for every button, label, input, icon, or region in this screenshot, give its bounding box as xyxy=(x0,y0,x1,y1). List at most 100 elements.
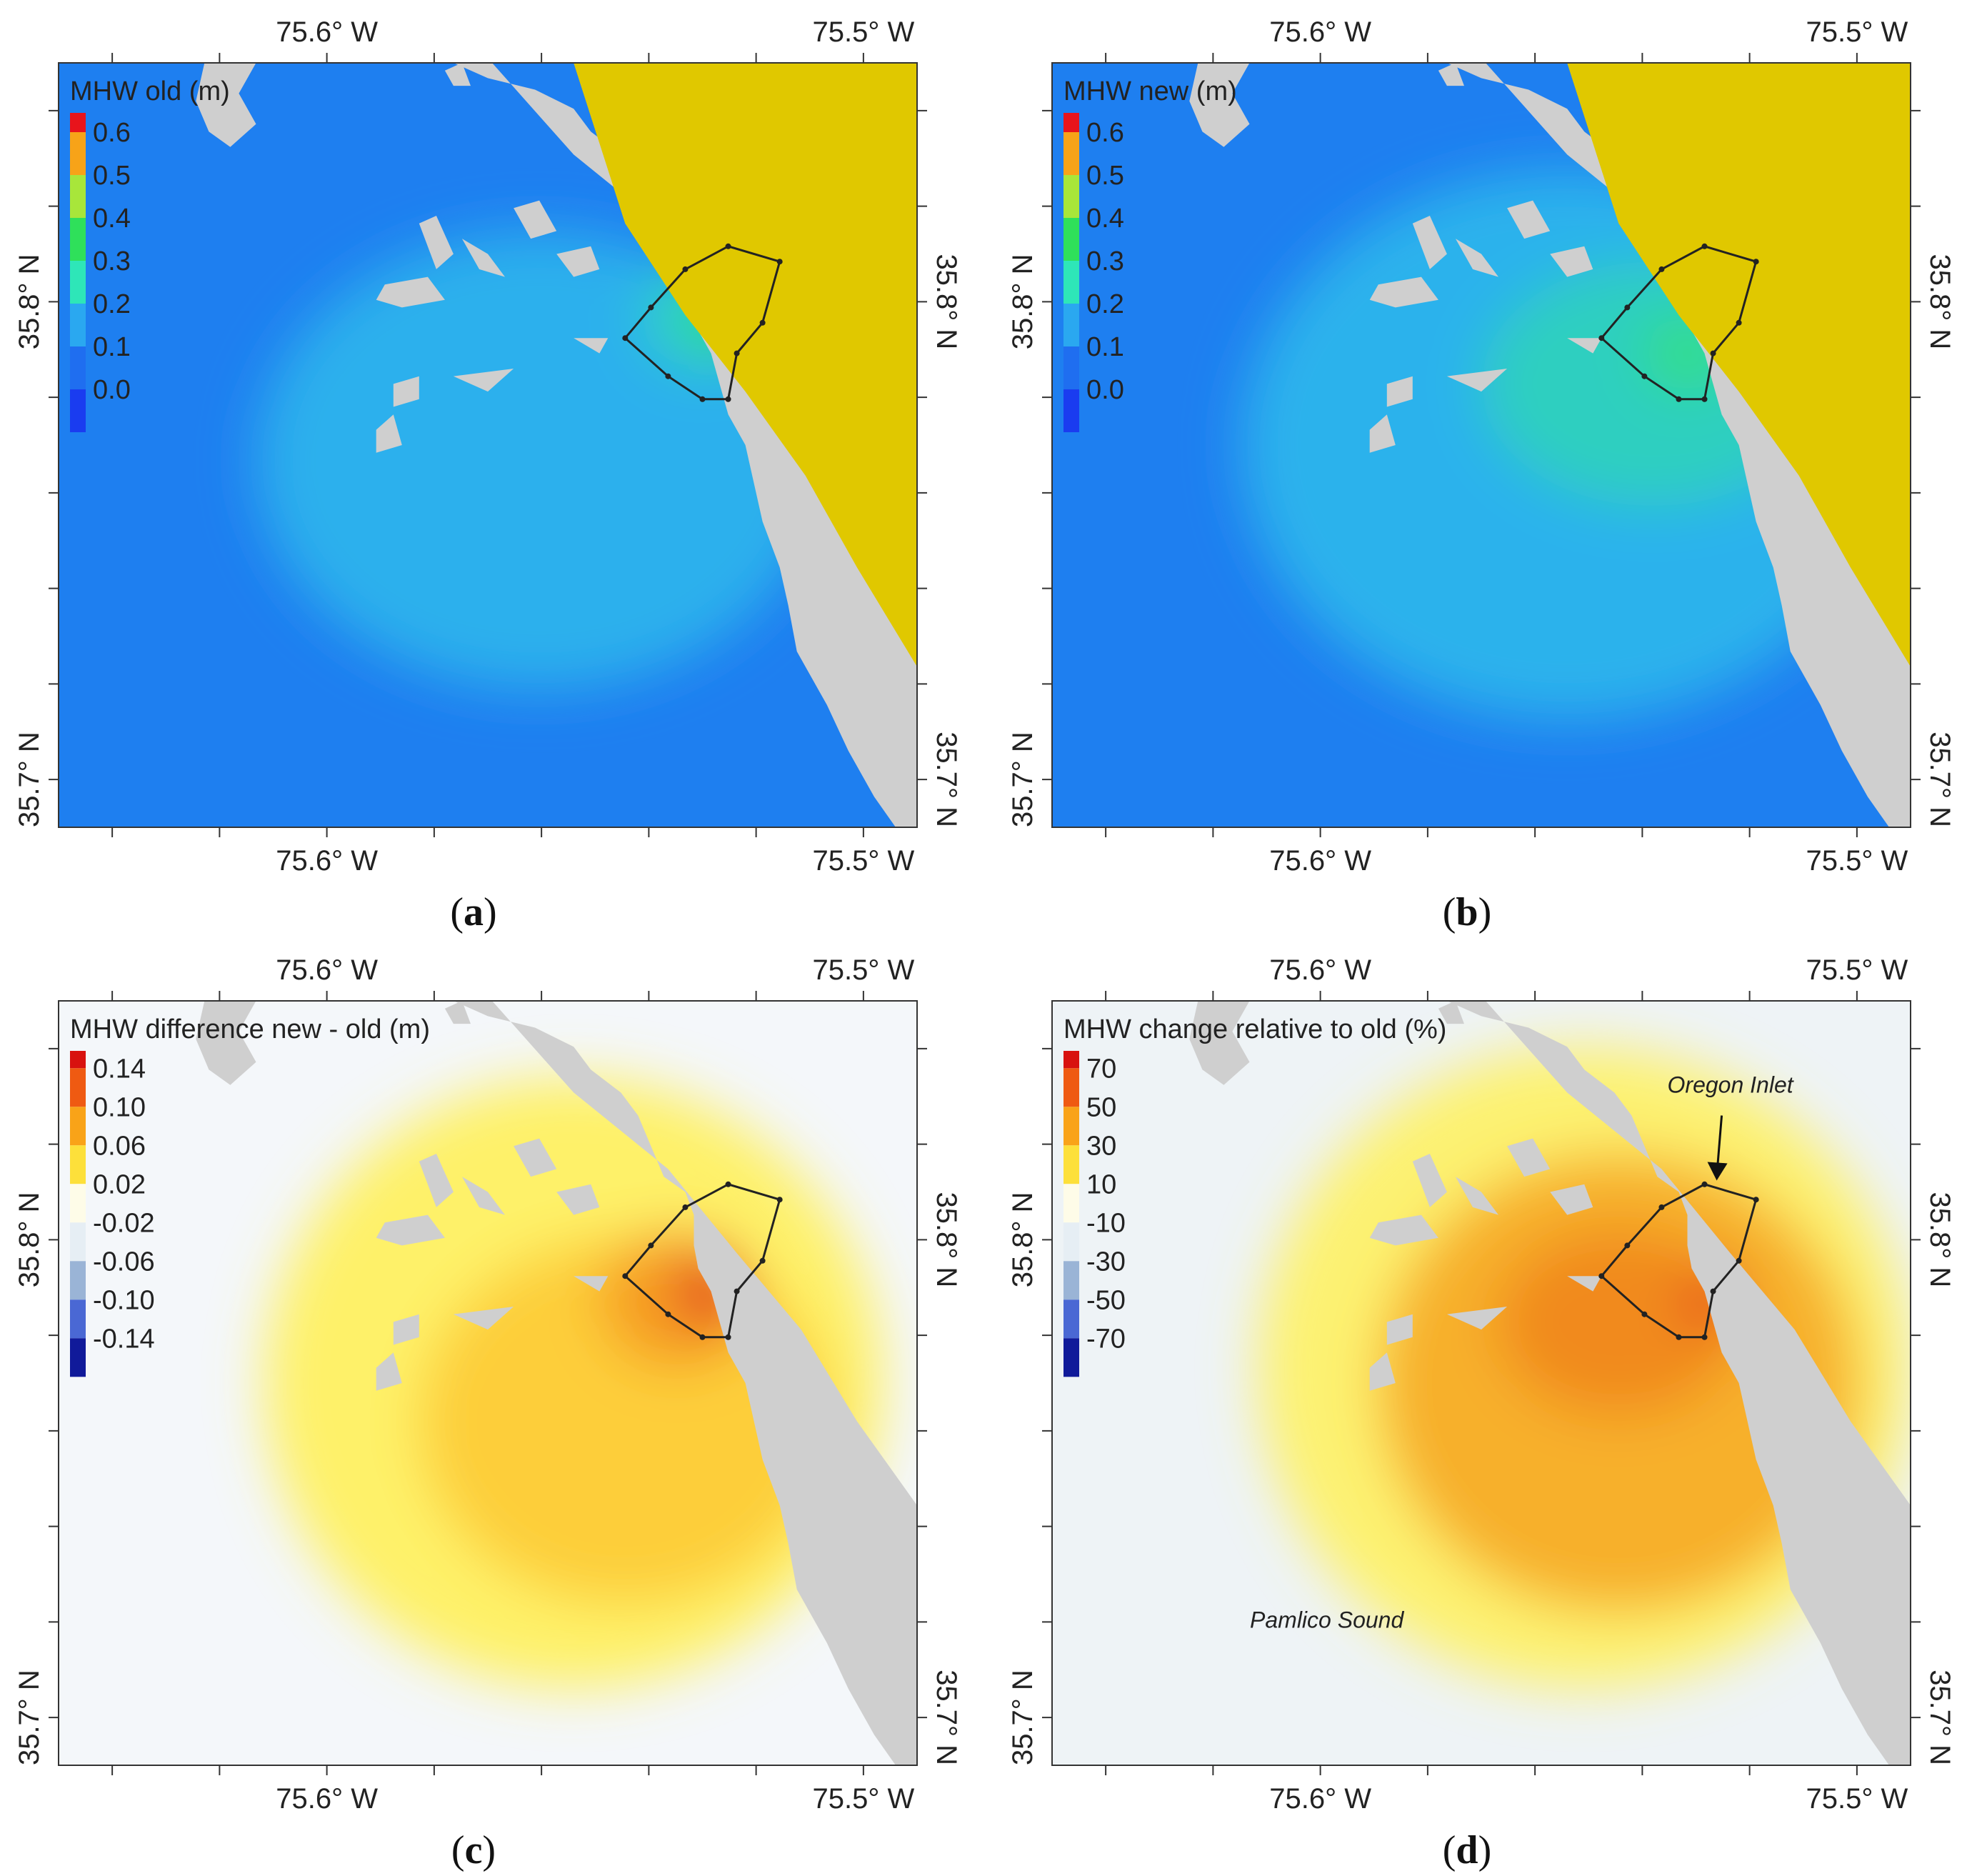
marsh-island xyxy=(393,1314,419,1345)
legend: MHW change relative to old (%) 70 50 30 10 -1… xyxy=(1063,1014,1446,1377)
legend-label: 0.6 xyxy=(93,118,131,148)
legend-swatch xyxy=(70,1107,86,1146)
arrow-head xyxy=(1707,1162,1728,1181)
legend-swatch xyxy=(70,1222,86,1262)
legend-label: 0.5 xyxy=(1086,161,1124,191)
legend-label: -0.14 xyxy=(93,1324,155,1354)
legend-swatch xyxy=(1063,1299,1079,1339)
legend-label: -0.06 xyxy=(93,1247,155,1277)
lat-label: 35.8° N xyxy=(1007,1192,1038,1287)
marsh-island xyxy=(556,1184,600,1215)
polygon-vertex xyxy=(776,259,783,265)
legend-label: 0.2 xyxy=(93,289,131,319)
legend-swatch xyxy=(1063,1338,1079,1377)
lat-label: 35.8° N xyxy=(1924,1192,1956,1287)
lat-label: 35.7° N xyxy=(14,732,45,827)
mainland xyxy=(1189,1001,1250,1085)
barrier-island xyxy=(1446,1001,1911,1765)
polygon-vertex xyxy=(759,1257,766,1264)
annotation-arrow xyxy=(1716,1115,1723,1168)
ocean-region-top xyxy=(574,63,917,667)
marsh-island xyxy=(1369,276,1438,308)
legend-swatch xyxy=(1063,132,1079,175)
legend-label: 0.4 xyxy=(1086,204,1124,234)
legend-title: MHW old (m) xyxy=(70,76,230,106)
marsh-island xyxy=(393,376,419,407)
lon-label: 75.5° W xyxy=(813,845,915,877)
data-field xyxy=(1258,1047,1911,1689)
legend-title: MHW difference new - old (m) xyxy=(70,1014,430,1044)
legend-label: 0.6 xyxy=(1086,118,1124,148)
panel-d: 75.6° W 75.6° W 75.5° W 75.5° W 35.8° N 35.8°… xyxy=(994,938,1987,1876)
legend-swatch xyxy=(1063,1068,1079,1107)
polygon-vertex xyxy=(648,304,654,311)
legend-swatch xyxy=(70,304,86,346)
legend-swatch xyxy=(70,346,86,389)
panel-caption: (c) xyxy=(451,1828,496,1872)
map-frame xyxy=(1051,62,1911,828)
legend-label: 70 xyxy=(1086,1054,1116,1084)
legend-swatch xyxy=(1063,346,1079,389)
legend-swatch xyxy=(1063,1261,1079,1300)
lat-label: 35.7° N xyxy=(1924,732,1956,827)
lon-label: 75.6° W xyxy=(276,1783,378,1815)
polygon-vertex xyxy=(1598,1273,1605,1279)
polygon-vertex xyxy=(1753,259,1759,265)
panel-caption: (d) xyxy=(1442,1828,1492,1872)
polygon-vertex xyxy=(1676,1334,1682,1340)
legend-swatch xyxy=(1063,1222,1079,1262)
marsh-island xyxy=(1567,338,1602,354)
panel-b: 75.6° W 75.6° W 75.5° W 75.5° W 35.8° N 35.8°… xyxy=(994,0,1987,938)
legend-swatch xyxy=(70,261,86,304)
legend-swatch xyxy=(70,1299,86,1339)
polygon-vertex xyxy=(734,1288,740,1294)
marsh-island xyxy=(1369,414,1396,453)
legend-swatch xyxy=(1063,1145,1079,1184)
lon-label: 75.5° W xyxy=(1806,1783,1908,1815)
lat-label: 35.8° N xyxy=(1007,254,1038,349)
lon-label: 75.5° W xyxy=(1806,16,1908,48)
polygon-vertex xyxy=(648,1242,654,1249)
lon-label: 75.5° W xyxy=(813,1783,915,1815)
lat-label: 35.8° N xyxy=(14,254,45,349)
lon-label: 75.5° W xyxy=(813,954,915,986)
marsh-island xyxy=(376,1352,402,1391)
legend: MHW old (m) 0.6 0.5 0.4 0.3 0.2 0.1 0.0 xyxy=(70,76,230,432)
lon-label: 75.6° W xyxy=(276,954,378,986)
polygon-vertex xyxy=(734,350,740,356)
polygon-vertex xyxy=(1658,1204,1665,1210)
marsh-island xyxy=(376,1214,445,1246)
legend-label: 0.1 xyxy=(93,332,131,362)
legend-swatch xyxy=(1063,175,1079,218)
legend-swatch xyxy=(70,1145,86,1184)
marsh-island xyxy=(574,1276,609,1292)
legend-label: 0.06 xyxy=(93,1131,146,1161)
lon-label: 75.5° W xyxy=(1806,954,1908,986)
lon-label: 75.5° W xyxy=(1806,845,1908,877)
legend-title: MHW change relative to old (%) xyxy=(1063,1014,1446,1044)
polygon-vertex xyxy=(665,1311,671,1317)
marsh-island xyxy=(1369,1214,1438,1246)
lon-label: 75.6° W xyxy=(276,16,378,48)
marsh-island xyxy=(1446,369,1508,392)
legend-swatch xyxy=(1063,261,1079,304)
legend-label: 0.3 xyxy=(1086,246,1124,276)
polygon-vertex xyxy=(1753,1197,1759,1203)
marsh-island xyxy=(419,216,454,269)
barrier-island xyxy=(453,1001,917,1765)
legend-label: 0.10 xyxy=(93,1092,146,1122)
lon-label: 75.6° W xyxy=(1269,954,1371,986)
legend-label: 0.4 xyxy=(93,204,131,234)
legend: MHW difference new - old (m) 0.14 0.10 0.06… xyxy=(70,1014,430,1377)
lat-label: 35.7° N xyxy=(14,1670,45,1765)
marsh-island xyxy=(444,1001,471,1024)
annotation-pamlico-sound: Pamlico Sound xyxy=(1250,1607,1404,1632)
legend-label: 0.02 xyxy=(93,1169,146,1199)
legend-swatch xyxy=(70,389,86,432)
legend-label: -0.02 xyxy=(93,1208,155,1238)
mainland xyxy=(1189,63,1250,147)
lon-label: 75.6° W xyxy=(1269,16,1371,48)
marsh-island xyxy=(461,239,505,277)
legend-label: 30 xyxy=(1086,1131,1116,1161)
legend-label: -70 xyxy=(1086,1324,1126,1354)
